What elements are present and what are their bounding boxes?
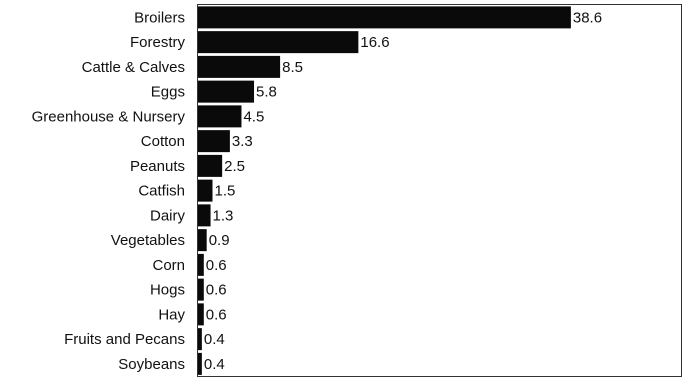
bars-group (198, 6, 571, 375)
value-label-fruits-and-pecans: 0.4 (204, 331, 225, 348)
bar-greenhouse-nursery (198, 105, 241, 127)
bar-eggs (198, 81, 254, 103)
value-label-hay: 0.6 (206, 306, 227, 323)
bar-corn (198, 254, 204, 276)
category-label-cattle-calves: Cattle & Calves (82, 59, 185, 76)
category-labels: Broilers Forestry Cattle & Calves Eggs Green… (32, 9, 186, 373)
value-label-soybeans: 0.4 (204, 356, 225, 373)
bar-cotton (198, 130, 230, 152)
category-label-dairy: Dairy (150, 207, 186, 224)
value-label-cotton: 3.3 (232, 133, 253, 150)
category-label-soybeans: Soybeans (118, 356, 185, 373)
category-label-greenhouse-nursery: Greenhouse & Nursery (32, 108, 186, 125)
category-label-cotton: Cotton (141, 133, 185, 150)
category-label-hogs: Hogs (150, 282, 185, 299)
value-label-broilers: 38.6 (573, 9, 602, 26)
bar-hogs (198, 279, 204, 301)
category-label-fruits-and-pecans: Fruits and Pecans (64, 331, 185, 348)
bar-fruits-and-pecans (198, 328, 202, 350)
bar-soybeans (198, 353, 202, 375)
value-label-peanuts: 2.5 (224, 158, 245, 175)
bar-peanuts (198, 155, 222, 177)
bar-forestry (198, 31, 358, 53)
category-label-catfish: Catfish (138, 183, 185, 200)
bar-vegetables (198, 229, 207, 251)
value-label-forestry: 16.6 (360, 34, 389, 51)
category-label-vegetables: Vegetables (111, 232, 185, 249)
value-label-eggs: 5.8 (256, 84, 277, 101)
bar-catfish (198, 180, 212, 202)
category-label-peanuts: Peanuts (130, 158, 185, 175)
value-label-greenhouse-nursery: 4.5 (243, 108, 264, 125)
bar-dairy (198, 204, 211, 226)
category-label-corn: Corn (152, 257, 185, 274)
bar-broilers (198, 6, 571, 28)
value-label-cattle-calves: 8.5 (282, 59, 303, 76)
bar-hay (198, 303, 204, 325)
category-label-forestry: Forestry (130, 34, 186, 51)
value-label-hogs: 0.6 (206, 282, 227, 299)
value-label-dairy: 1.3 (213, 207, 234, 224)
value-label-vegetables: 0.9 (209, 232, 230, 249)
category-label-hay: Hay (158, 306, 185, 323)
value-label-catfish: 1.5 (214, 183, 235, 200)
category-label-eggs: Eggs (151, 84, 185, 101)
value-label-corn: 0.6 (206, 257, 227, 274)
bar-cattle-calves (198, 56, 280, 78)
category-label-broilers: Broilers (134, 9, 185, 26)
